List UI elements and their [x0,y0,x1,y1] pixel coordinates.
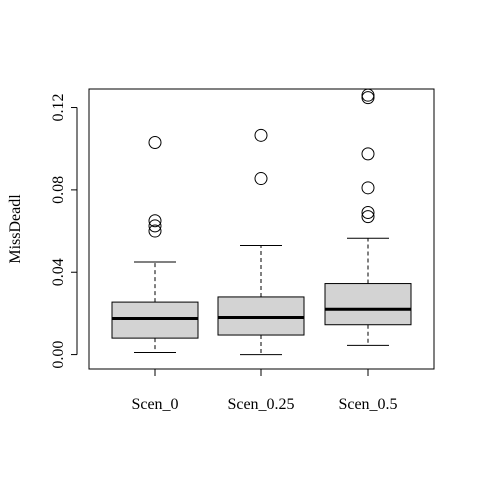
iqr-box [217,296,305,336]
outlier-point [148,219,162,233]
outlier-point [254,172,268,186]
outlier-point [361,206,375,220]
y-axis-label: MissDeadl [7,194,24,264]
y-tick-label: 0.04 [50,258,67,286]
outlier-point [361,91,375,105]
box-group-2 [217,128,305,356]
outlier-point [148,136,162,150]
outlier-point [254,128,268,142]
outlier-point [148,214,162,228]
box-group-3 [324,88,412,346]
iqr-box [111,301,199,339]
y-tick-label: 0.00 [50,341,67,369]
y-tick-label: 0.12 [50,94,67,122]
outlier-point [361,210,375,224]
iqr-box [324,283,412,326]
y-tick-label: 0.08 [50,176,67,204]
x-tick-label: Scen_0.5 [338,396,397,413]
outlier-point [361,147,375,161]
outlier-point [361,181,375,195]
outlier-point [361,88,375,102]
outlier-point [148,224,162,238]
x-tick-label: Scen_0 [131,396,178,413]
x-tick-label: Scen_0.25 [227,396,294,413]
box-group-1 [111,136,199,354]
